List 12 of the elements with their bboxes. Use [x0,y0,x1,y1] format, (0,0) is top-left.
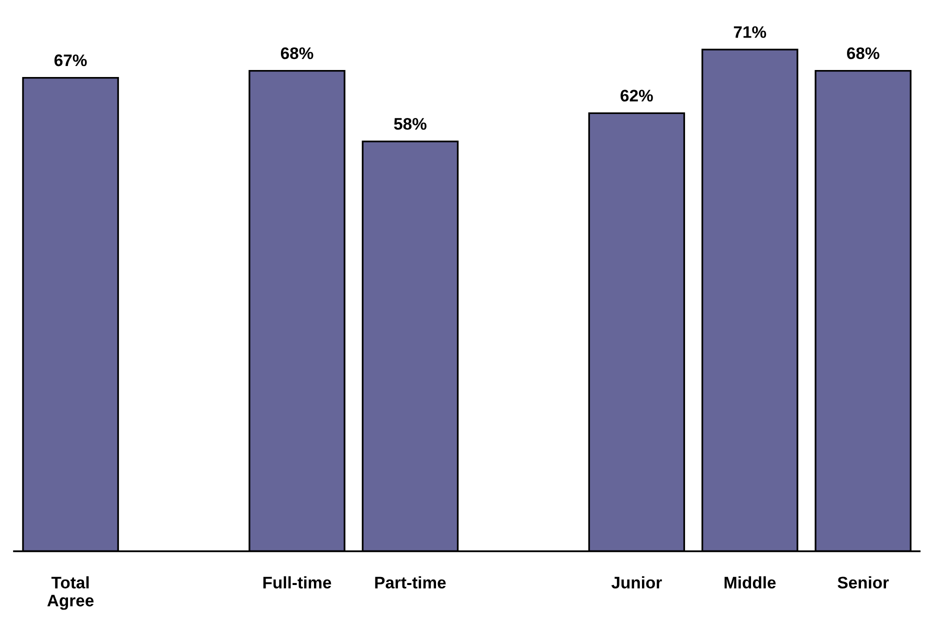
data-label: 71% [734,26,766,38]
data-label: 68% [280,47,314,60]
x-tick-label: Full-time [263,576,332,588]
x-tick-label: Junior [611,576,662,588]
data-label: 67% [54,54,87,66]
data-label: 68% [847,47,880,60]
x-tick-label: Senior [838,576,889,588]
x-tick-label: Part-time [375,576,446,588]
data-label: 58% [394,118,426,130]
x-tick-label: Total Agree [47,576,94,610]
data-label: 62% [620,90,653,102]
x-tick-label: Middle [724,576,776,588]
